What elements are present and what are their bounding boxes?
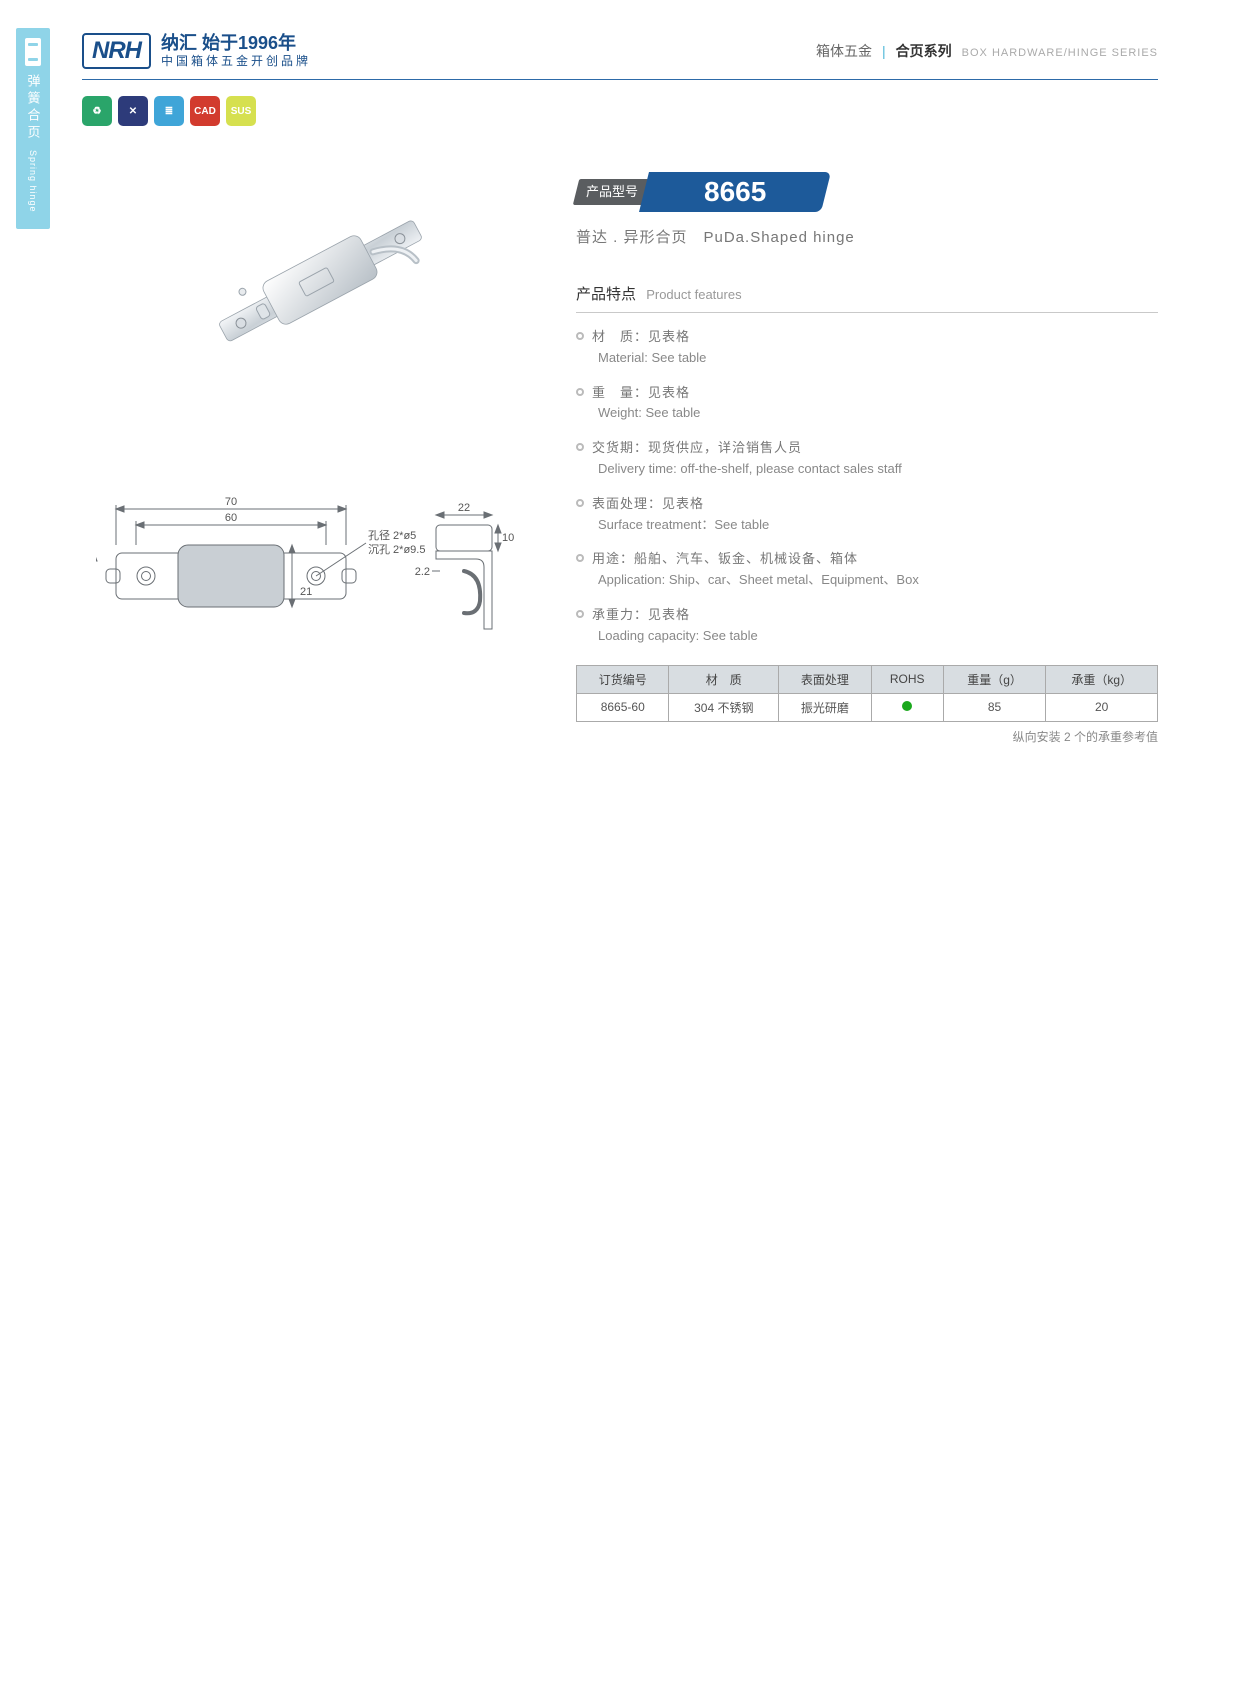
cert-badge: SUS: [226, 96, 256, 126]
spec-table-row: 8665-60304 不锈钢振光研磨 8520: [577, 693, 1158, 721]
side-category-tab: 弹簧合页 Spring hinge: [16, 28, 50, 229]
model-label: 产品型号: [573, 179, 652, 205]
feature-en: Loading capacity: See table: [598, 626, 1158, 647]
spec-th: 重量（g）: [943, 665, 1046, 693]
brand-logo-block: NRH 纳汇 始于1996年 中国箱体五金开创品牌: [82, 33, 311, 69]
feature-cn: 材 质：见表格: [592, 329, 690, 344]
features-list: 材 质：见表格 Material: See table 重 量：见表格 Weight:…: [576, 327, 1158, 647]
rohs-dot-icon: [902, 701, 912, 711]
cert-badge: CAD: [190, 96, 220, 126]
spec-th: ROHS: [871, 665, 943, 693]
feature-item: 承重力：见表格 Loading capacity: See table: [576, 605, 1158, 647]
header-divider: |: [882, 43, 886, 59]
feature-cn: 承重力：见表格: [592, 607, 690, 622]
spec-td: 20: [1046, 693, 1158, 721]
product-info-column: 产品型号 8665 普达 . 异形合页 PuDa.Shaped hinge 产品…: [576, 172, 1158, 745]
feature-item: 重 量：见表格 Weight: See table: [576, 383, 1158, 425]
feature-en: Application: Ship、car、Sheet metal、Equipm…: [598, 570, 1158, 591]
features-title-cn: 产品特点: [576, 286, 636, 303]
spec-td: 85: [943, 693, 1046, 721]
spec-td: [871, 693, 943, 721]
spec-th: 承重（kg）: [1046, 665, 1158, 693]
feature-cn: 表面处理：见表格: [592, 496, 704, 511]
svg-text:60: 60: [225, 512, 237, 524]
feature-en: Surface treatment：See table: [598, 515, 1158, 536]
brand-line2: 中国箱体五金开创品牌: [161, 54, 311, 68]
svg-text:70: 70: [225, 496, 237, 508]
feature-item: 表面处理：见表格 Surface treatment：See table: [576, 494, 1158, 536]
bullet-icon: [576, 388, 584, 396]
spec-th: 表面处理: [779, 665, 871, 693]
feature-en: Weight: See table: [598, 403, 1158, 424]
svg-text:2.2: 2.2: [415, 566, 430, 578]
feature-cn: 重 量：见表格: [592, 385, 690, 400]
cert-badge: ≣: [154, 96, 184, 126]
feature-en: Delivery time: off-the-shelf, please con…: [598, 459, 1158, 480]
bullet-icon: [576, 332, 584, 340]
svg-text:21: 21: [300, 586, 312, 598]
bullet-icon: [576, 443, 584, 451]
side-tab-cn: 弹簧合页: [24, 74, 43, 142]
spec-th: 订货编号: [577, 665, 669, 693]
features-title: 产品特点 Product features: [576, 283, 1158, 313]
features-section: 产品特点 Product features 材 质：见表格 Material: S…: [576, 283, 1158, 647]
product-subtitle: 普达 . 异形合页 PuDa.Shaped hinge: [576, 226, 1158, 247]
spec-th: 材 质: [669, 665, 779, 693]
feature-cn: 用途：船舶、汽车、钣金、机械设备、箱体: [592, 551, 858, 566]
cert-badges: ♻✕≣CADSUS: [82, 96, 256, 126]
feature-cn: 交货期：现货供应，详洽销售人员: [592, 440, 802, 455]
bullet-icon: [576, 554, 584, 562]
spec-table-header-row: 订货编号材 质表面处理ROHS重量（g）承重（kg）: [577, 665, 1158, 693]
spec-td: 304 不锈钢: [669, 693, 779, 721]
feature-item: 交货期：现货供应，详洽销售人员 Delivery time: off-the-sh…: [576, 438, 1158, 480]
brand-logo-box: NRH: [82, 33, 151, 69]
header-cat-en: BOX HARDWARE/HINGE SERIES: [962, 47, 1158, 59]
spec-table: 订货编号材 质表面处理ROHS重量（g）承重（kg） 8665-60304 不锈…: [576, 665, 1158, 722]
bullet-icon: [576, 499, 584, 507]
bullet-icon: [576, 610, 584, 618]
header-cat-cn1: 箱体五金: [816, 41, 872, 61]
brand-logo-text: 纳汇 始于1996年 中国箱体五金开创品牌: [161, 33, 311, 69]
header-category: 箱体五金 | 合页系列 BOX HARDWARE/HINGE SERIES: [816, 41, 1158, 61]
spec-td: 8665-60: [577, 693, 669, 721]
spec-table-note: 纵向安装 2 个的承重参考值: [576, 728, 1158, 745]
cert-badge: ✕: [118, 96, 148, 126]
feature-item: 材 质：见表格 Material: See table: [576, 327, 1158, 369]
spec-td: 振光研磨: [779, 693, 871, 721]
svg-text:沉孔 2*ø9.5: 沉孔 2*ø9.5: [368, 543, 425, 556]
page-header: NRH 纳汇 始于1996年 中国箱体五金开创品牌 箱体五金 | 合页系列 BO…: [82, 22, 1158, 80]
hinge-icon: [25, 38, 41, 66]
svg-text:孔径 2*ø5: 孔径 2*ø5: [368, 529, 416, 542]
model-row: 产品型号 8665: [576, 172, 1158, 212]
feature-en: Material: See table: [598, 348, 1158, 369]
svg-text:10: 10: [502, 532, 514, 544]
header-cat-cn2: 合页系列: [896, 41, 952, 61]
product-photo: [170, 170, 470, 390]
features-title-en: Product features: [646, 287, 741, 302]
model-number: 8665: [639, 172, 831, 212]
cert-badge: ♻: [82, 96, 112, 126]
technical-drawing: 70 60 17 21 孔径 2*ø5: [96, 495, 516, 675]
brand-line1: 纳汇 始于1996年: [161, 33, 311, 55]
side-tab-en: Spring hinge: [28, 150, 38, 213]
feature-item: 用途：船舶、汽车、钣金、机械设备、箱体 Application: Ship、car…: [576, 549, 1158, 591]
svg-text:22: 22: [458, 502, 470, 514]
